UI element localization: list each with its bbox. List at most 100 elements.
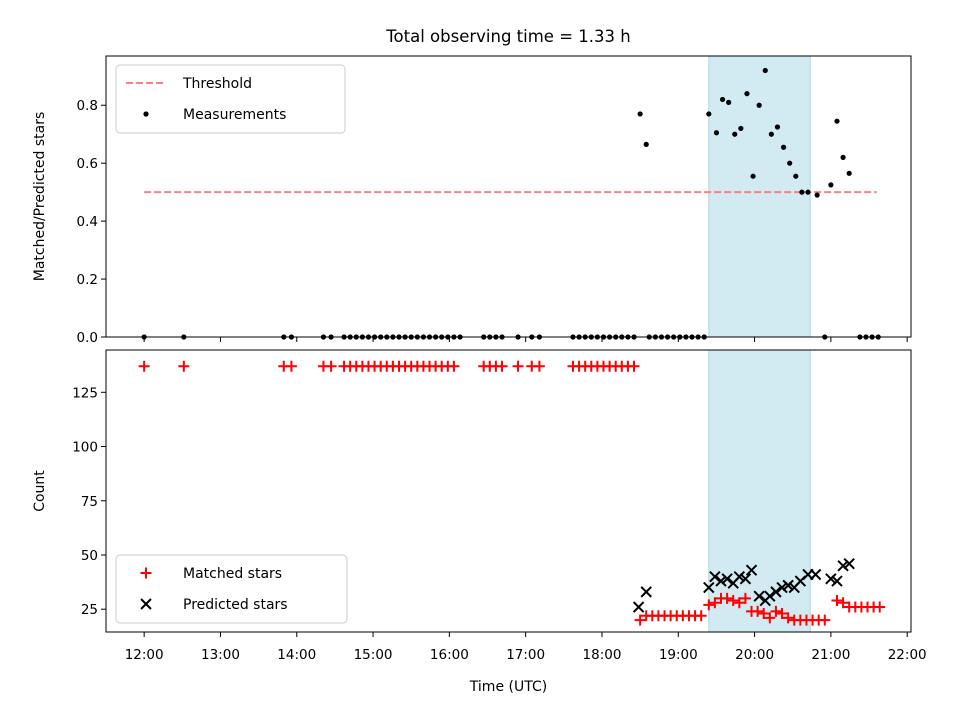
legend: Threshold Measurements xyxy=(115,64,346,134)
x-tick-label: 19:00 xyxy=(659,647,698,663)
series-predicted-stars xyxy=(632,557,855,613)
predicted-star-point xyxy=(632,601,645,613)
measurement-point xyxy=(787,160,793,166)
predicted-star-point xyxy=(837,560,849,572)
measurement-point xyxy=(744,91,750,97)
axes-frame xyxy=(105,349,912,633)
legend-box xyxy=(115,554,348,624)
x-tick-label: 22:00 xyxy=(888,647,927,663)
legend-matched-swatch xyxy=(140,567,152,579)
matched-star-point xyxy=(733,597,745,609)
matched-star-point xyxy=(695,610,707,622)
predicted-star-point xyxy=(782,579,794,592)
measurement-point xyxy=(814,192,820,198)
legend-label: Matched stars xyxy=(183,566,282,582)
measurement-point xyxy=(799,189,805,195)
measurement-point xyxy=(738,125,744,132)
predicted-star-point xyxy=(721,573,733,585)
measurement-point xyxy=(793,173,799,179)
legend-label: Measurements xyxy=(183,107,286,123)
measurement-point xyxy=(750,173,756,179)
measurement-point xyxy=(840,154,846,160)
y-tick-label: 50 xyxy=(81,548,98,564)
x-axis-label: Time (UTC) xyxy=(469,679,547,695)
legend: Matched stars Predicted stars xyxy=(115,554,348,624)
measurement-point xyxy=(828,182,834,188)
matched-star-point xyxy=(178,360,190,372)
matched-star-point xyxy=(496,360,508,372)
y-tick-label: 25 xyxy=(81,602,98,618)
predicted-star-point xyxy=(831,575,843,587)
x-tick-label: 16:00 xyxy=(430,647,469,663)
predicted-star-point xyxy=(825,573,837,585)
measurement-point xyxy=(732,131,738,137)
predicted-star-point xyxy=(733,570,746,583)
y-tick-label: 0.0 xyxy=(77,330,98,346)
measurement-point xyxy=(762,67,768,74)
axes-frame xyxy=(105,55,912,338)
y-tick-label: 0.2 xyxy=(77,272,98,288)
y-tick-label: 0.4 xyxy=(77,214,98,230)
legend-measurement-swatch xyxy=(143,111,149,117)
x-tick-label: 12:00 xyxy=(125,647,164,663)
predicted-star-point xyxy=(770,586,782,598)
predicted-star-point xyxy=(776,581,788,594)
chart-title: Total observing time = 1.33 h xyxy=(385,27,630,46)
measurement-point xyxy=(726,99,732,105)
matched-star-point xyxy=(628,360,640,372)
matched-star-point xyxy=(285,360,297,372)
matched-star-point xyxy=(770,605,782,617)
matched-star-point xyxy=(776,608,788,620)
predicted-star-point xyxy=(739,573,752,585)
predicted-star-point xyxy=(640,586,652,598)
matched-star-point xyxy=(634,614,646,626)
matched-star-point xyxy=(837,597,849,609)
measurement-point xyxy=(805,189,811,195)
matched-star-point xyxy=(325,360,337,372)
bottom-panel: 25 50 75 100 125 12:00 13:00 14:00 15:00 16:00 17:… xyxy=(32,349,927,695)
predicted-star-point xyxy=(764,590,776,602)
measurement-point xyxy=(637,111,643,117)
top-panel: 0.0 0.2 0.4 0.6 0.8 Matched/Predicted stars Th… xyxy=(32,55,912,346)
predicted-star-point xyxy=(715,575,727,587)
measurement-point xyxy=(846,170,852,176)
predicted-star-point xyxy=(745,564,758,576)
matched-star-point xyxy=(448,360,460,372)
measurement-point xyxy=(719,96,726,103)
matched-star-point xyxy=(533,360,545,372)
matched-star-point xyxy=(727,595,739,607)
predicted-star-point xyxy=(809,568,822,581)
matched-star-point xyxy=(831,595,843,607)
matched-star-point xyxy=(874,601,886,613)
x-tick-label: 20:00 xyxy=(735,647,774,663)
measurement-point xyxy=(643,141,649,147)
measurement-point xyxy=(768,131,774,137)
x-tick-label: 17:00 xyxy=(506,647,545,663)
matched-star-point xyxy=(752,605,764,617)
y-tick-label: 0.8 xyxy=(77,98,98,114)
predicted-star-point xyxy=(843,557,855,570)
x-tick-label: 18:00 xyxy=(583,647,622,663)
legend-box xyxy=(115,64,346,134)
matched-star-point xyxy=(819,614,831,626)
predicted-star-point xyxy=(709,570,721,583)
predicted-star-point xyxy=(753,590,765,602)
matched-star-point xyxy=(764,612,776,624)
y-axis-label: Count xyxy=(32,470,48,512)
series-matched-stars xyxy=(138,360,886,626)
matched-star-point xyxy=(739,592,751,604)
matched-star-point xyxy=(758,608,770,620)
matched-star-point xyxy=(721,592,733,604)
y-tick-label: 0.6 xyxy=(77,156,98,172)
measurement-point xyxy=(713,130,720,136)
y-tick-label: 75 xyxy=(81,494,98,510)
measurement-point xyxy=(774,124,781,130)
x-tick-label: 15:00 xyxy=(354,647,393,663)
y-axis-label: Matched/Predicted stars xyxy=(32,112,48,282)
matched-star-point xyxy=(138,360,150,372)
y-tick-label: 100 xyxy=(72,440,98,456)
x-tick-label: 14:00 xyxy=(277,647,316,663)
x-tick-label: 13:00 xyxy=(201,647,240,663)
legend-predicted-swatch xyxy=(140,598,152,610)
